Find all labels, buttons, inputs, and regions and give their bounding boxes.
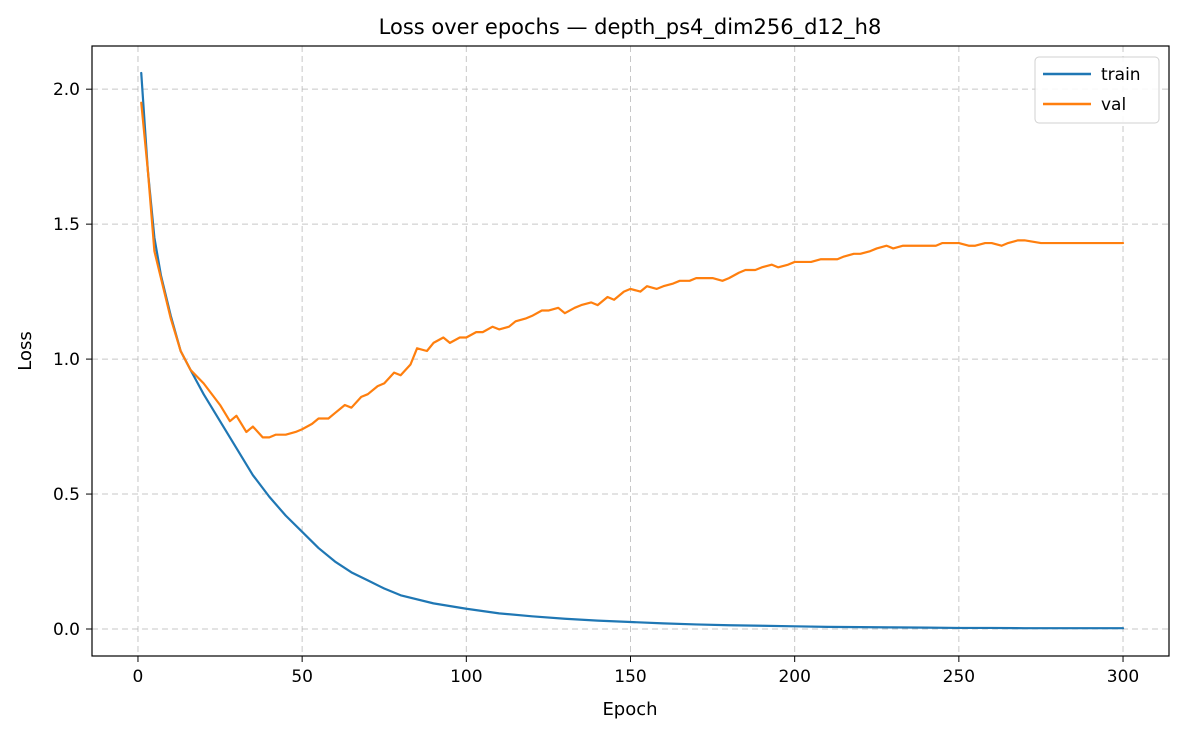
chart-title: Loss over epochs — depth_ps4_dim256_d12_… bbox=[379, 15, 882, 40]
x-tick-label: 150 bbox=[614, 667, 646, 687]
y-tick-label: 1.0 bbox=[53, 350, 80, 370]
x-tick-label: 250 bbox=[943, 667, 975, 687]
y-axis-label: Loss bbox=[15, 331, 36, 370]
grid-layer bbox=[92, 46, 1169, 656]
x-tick-label: 100 bbox=[450, 667, 482, 687]
y-tick-label: 0.0 bbox=[53, 620, 80, 640]
y-tick-label: 2.0 bbox=[53, 80, 80, 100]
series-line-val bbox=[140, 101, 1125, 439]
legend-label-val: val bbox=[1101, 95, 1126, 115]
y-tick-label: 1.5 bbox=[53, 215, 80, 235]
legend: train val bbox=[1034, 56, 1160, 124]
series-line-train bbox=[140, 71, 1125, 630]
series-layer bbox=[140, 71, 1125, 630]
x-tick-label: 50 bbox=[291, 667, 313, 687]
x-tick-label: 300 bbox=[1107, 667, 1139, 687]
x-tick-label: 0 bbox=[133, 667, 144, 687]
legend-label-train: train bbox=[1101, 65, 1141, 85]
ticks-layer: 0 50 100 150 200 250 300 0.0 0.5 1.0 1.5 2.0 bbox=[53, 80, 1139, 687]
x-axis-label: Epoch bbox=[602, 699, 657, 720]
y-tick-label: 0.5 bbox=[53, 485, 80, 505]
x-tick-label: 200 bbox=[778, 667, 810, 687]
